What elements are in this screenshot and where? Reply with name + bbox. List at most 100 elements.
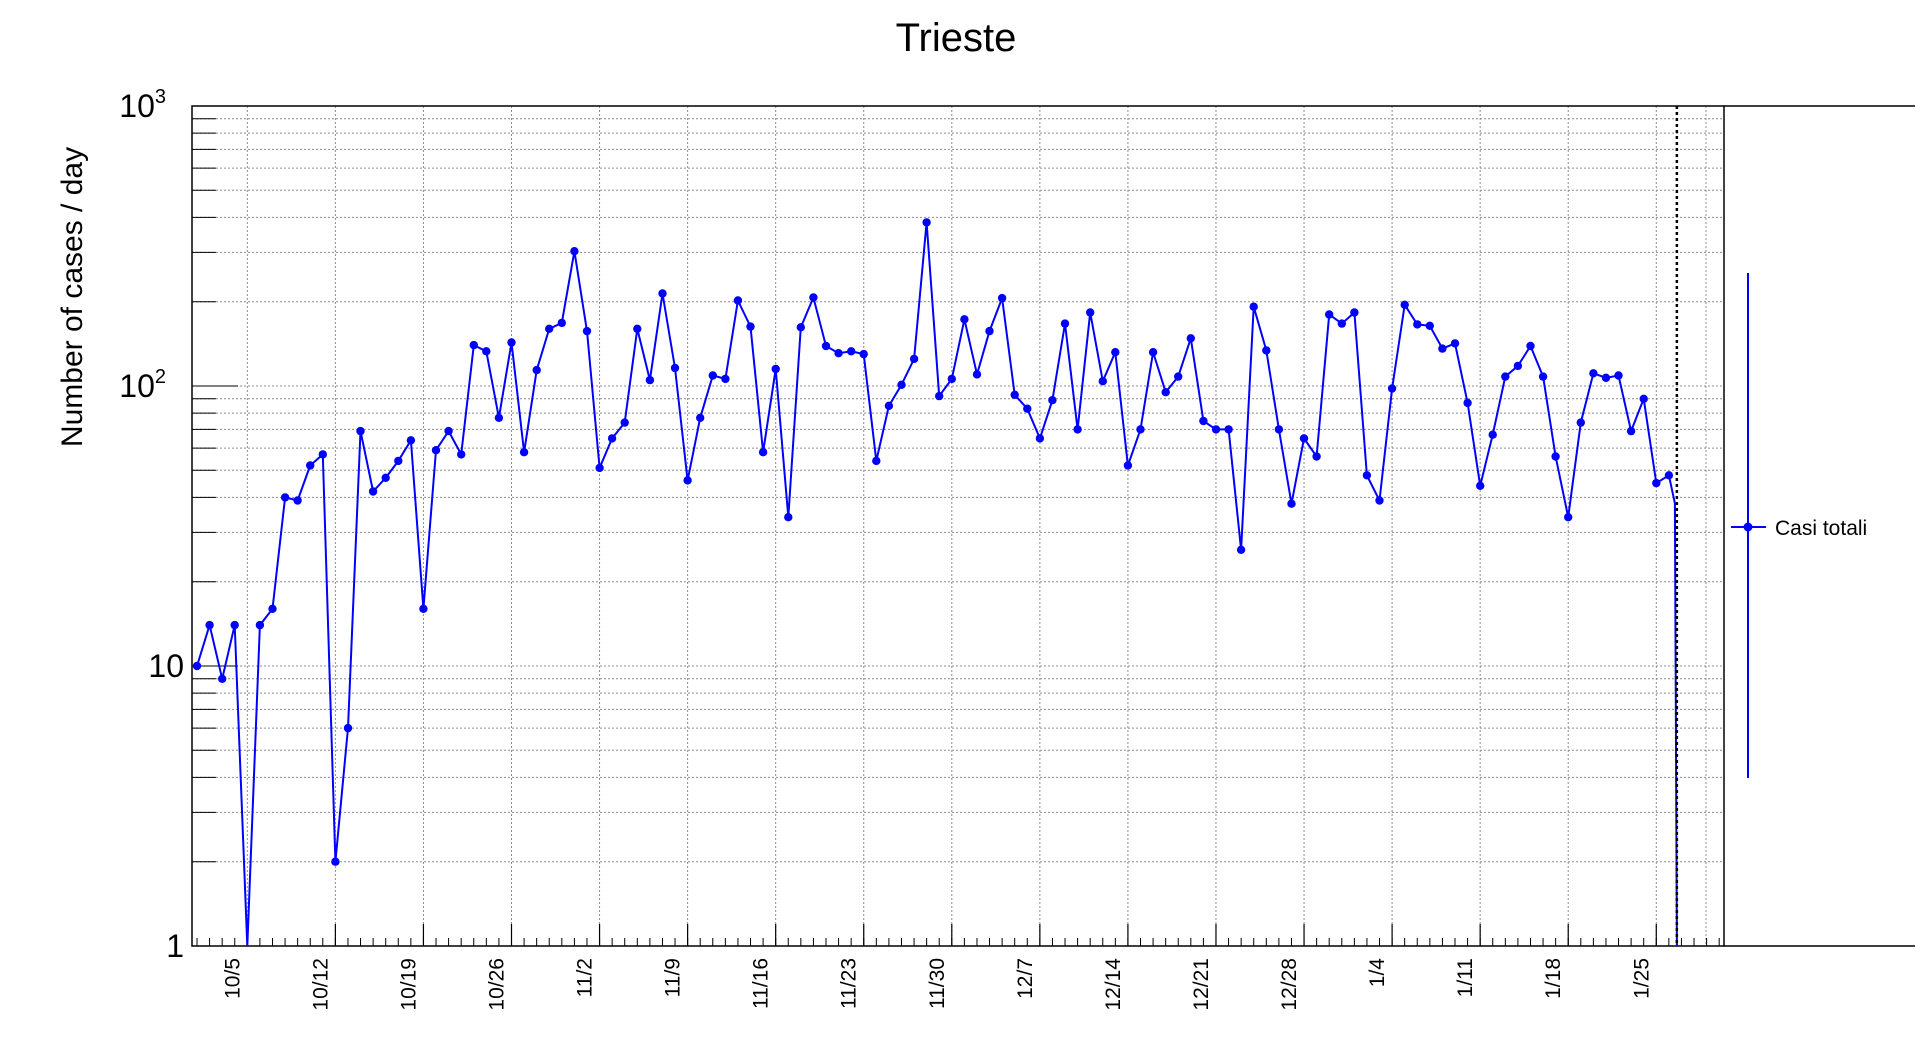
data-point bbox=[1564, 513, 1573, 522]
data-point bbox=[1148, 348, 1158, 357]
data-point bbox=[419, 604, 428, 613]
data-point bbox=[897, 380, 906, 389]
data-point bbox=[1060, 319, 1070, 328]
data-point bbox=[368, 487, 378, 496]
data-point bbox=[394, 456, 403, 466]
data-point bbox=[909, 354, 919, 364]
legend-marker bbox=[1743, 522, 1753, 532]
data-point bbox=[1614, 371, 1623, 380]
data-point bbox=[230, 620, 239, 630]
data-point bbox=[582, 326, 592, 336]
data-point bbox=[1601, 373, 1611, 382]
legend-label: Casi totali bbox=[1775, 517, 1867, 540]
data-point bbox=[1450, 339, 1460, 348]
data-point bbox=[658, 289, 667, 298]
data-point bbox=[280, 493, 290, 502]
data-point bbox=[746, 322, 755, 331]
data-point bbox=[708, 371, 717, 380]
data-point bbox=[494, 413, 504, 422]
data-point bbox=[1664, 471, 1674, 480]
data-point bbox=[1098, 377, 1108, 386]
data-point bbox=[1476, 481, 1485, 490]
data-point bbox=[1589, 369, 1598, 378]
x-tick-label: 11/9 bbox=[662, 958, 685, 997]
x-tick-label: 10/26 bbox=[486, 958, 509, 1011]
data-point bbox=[218, 674, 227, 683]
data-point bbox=[268, 604, 277, 613]
data-point bbox=[469, 340, 478, 350]
data-point bbox=[1186, 334, 1196, 343]
x-tick-label: 11/16 bbox=[750, 958, 773, 1009]
y-tick-label: 10 bbox=[148, 648, 184, 684]
data-point bbox=[343, 723, 353, 733]
data-point bbox=[821, 341, 831, 351]
data-point bbox=[972, 370, 982, 379]
data-point bbox=[406, 436, 416, 445]
data-point bbox=[431, 446, 441, 455]
data-point bbox=[532, 365, 541, 375]
data-point bbox=[922, 218, 931, 227]
data-point bbox=[1299, 434, 1309, 443]
y-tick-exponent: 3 bbox=[155, 86, 166, 108]
data-point bbox=[1199, 416, 1208, 426]
y-tick-label: 1 bbox=[166, 928, 184, 964]
data-point bbox=[1576, 418, 1586, 427]
data-point bbox=[356, 426, 365, 436]
data-point bbox=[884, 401, 894, 410]
data-point bbox=[683, 476, 692, 485]
data-point bbox=[318, 450, 327, 459]
x-tick-label: 12/28 bbox=[1278, 958, 1301, 1011]
data-point bbox=[985, 326, 994, 336]
data-point bbox=[997, 293, 1007, 303]
x-tick-label: 1/18 bbox=[1542, 958, 1565, 999]
data-point bbox=[1425, 321, 1435, 330]
y-tick-label: 102 bbox=[119, 366, 166, 404]
data-point bbox=[1325, 310, 1334, 319]
data-point bbox=[1136, 425, 1145, 434]
data-point bbox=[1639, 394, 1648, 403]
data-point bbox=[1501, 372, 1510, 381]
x-tick-label: 11/30 bbox=[926, 958, 949, 1009]
x-tick-label: 11/2 bbox=[574, 958, 597, 997]
data-point bbox=[670, 363, 680, 373]
data-point bbox=[872, 456, 881, 466]
data-point bbox=[1161, 388, 1170, 397]
data-point bbox=[1337, 319, 1347, 328]
data-point bbox=[721, 374, 730, 384]
chart-title: Trieste bbox=[896, 16, 1017, 60]
data-point bbox=[1312, 452, 1321, 461]
data-point bbox=[796, 323, 805, 332]
data-point bbox=[192, 661, 202, 671]
data-point bbox=[1262, 346, 1271, 355]
data-point bbox=[570, 247, 579, 256]
data-point bbox=[1073, 425, 1082, 434]
data-point bbox=[1174, 372, 1183, 381]
data-point bbox=[1626, 426, 1636, 436]
y-tick-label: 103 bbox=[119, 86, 166, 124]
data-point bbox=[1048, 396, 1057, 405]
data-point bbox=[607, 434, 617, 443]
data-point bbox=[633, 324, 642, 333]
data-point bbox=[834, 349, 843, 358]
data-point bbox=[1123, 461, 1133, 470]
axis-layer: 10/5 10/12 10/19 10/26 11/2 11/9 11/16 11/23 11/… bbox=[119, 86, 1915, 1011]
grid-layer bbox=[192, 106, 1724, 946]
data-point bbox=[758, 448, 768, 457]
data-point bbox=[519, 448, 529, 457]
data-point bbox=[293, 496, 302, 505]
data-point bbox=[645, 375, 655, 385]
data-point bbox=[1236, 545, 1246, 554]
data-point bbox=[771, 364, 780, 374]
data-point bbox=[381, 473, 390, 482]
data-point bbox=[457, 450, 466, 459]
data-point bbox=[1551, 452, 1560, 461]
x-tick-label: 10/5 bbox=[221, 958, 244, 999]
data-point bbox=[1362, 471, 1372, 480]
data-point bbox=[1375, 496, 1384, 505]
data-point bbox=[620, 418, 629, 427]
data-point bbox=[205, 620, 214, 630]
data-point bbox=[1010, 390, 1019, 399]
data-point bbox=[306, 461, 315, 470]
data-point bbox=[784, 513, 793, 522]
